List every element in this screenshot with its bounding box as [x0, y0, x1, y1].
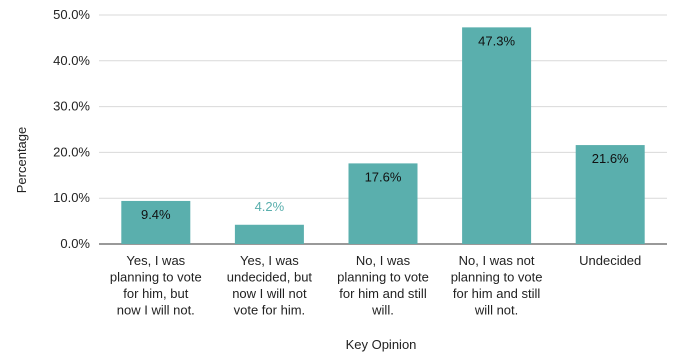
bar: [575, 145, 645, 244]
x-category-label: No, I was: [356, 253, 411, 268]
y-tick-label: 20.0%: [53, 144, 90, 159]
x-category-label: planning to vote: [451, 270, 543, 285]
y-tick-label: 0.0%: [60, 236, 90, 251]
data-labels: 9.4% 4.2% 17.6% 47.3% 21.6%: [141, 33, 629, 222]
data-label: 21.6%: [592, 151, 629, 166]
x-category-label: Yes, I was: [240, 253, 299, 268]
y-tick-label: 50.0%: [53, 7, 90, 22]
x-category-label: planning to vote: [110, 270, 202, 285]
bar: [121, 200, 191, 244]
bar: [348, 163, 418, 244]
x-category-label: Undecided: [579, 253, 641, 268]
data-label: 17.6%: [365, 169, 402, 184]
x-category-label: for him, but: [123, 286, 188, 301]
gridlines: [99, 14, 667, 245]
x-category-label: will not.: [474, 303, 518, 318]
y-tick-label: 30.0%: [53, 99, 90, 114]
x-category-label: undecided, but: [227, 270, 313, 285]
x-category-label: for him and still: [339, 286, 427, 301]
x-category-label: planning to vote: [337, 270, 429, 285]
x-category-label: will.: [371, 303, 394, 318]
y-tick-label: 40.0%: [53, 53, 90, 68]
x-category-label: No, I was not: [459, 253, 535, 268]
x-category-label: now I will not.: [117, 303, 195, 318]
data-label: 9.4%: [141, 207, 171, 222]
data-label: 4.2%: [255, 199, 285, 214]
bar: [462, 27, 532, 245]
y-tick-label: 10.0%: [53, 190, 90, 205]
data-label: 47.3%: [478, 33, 515, 48]
bars: [121, 27, 645, 245]
y-axis-title: Percentage: [14, 127, 29, 194]
y-axis-tick-labels: 0.0% 10.0% 20.0% 30.0% 40.0% 50.0%: [53, 7, 90, 251]
x-axis-title: Key Opinion: [346, 337, 417, 352]
x-category-label: now I will not: [232, 286, 307, 301]
x-category-label: for him and still: [453, 286, 541, 301]
x-category-label: vote for him.: [234, 303, 306, 318]
bar: [234, 224, 304, 244]
x-category-label: Yes, I was: [126, 253, 185, 268]
